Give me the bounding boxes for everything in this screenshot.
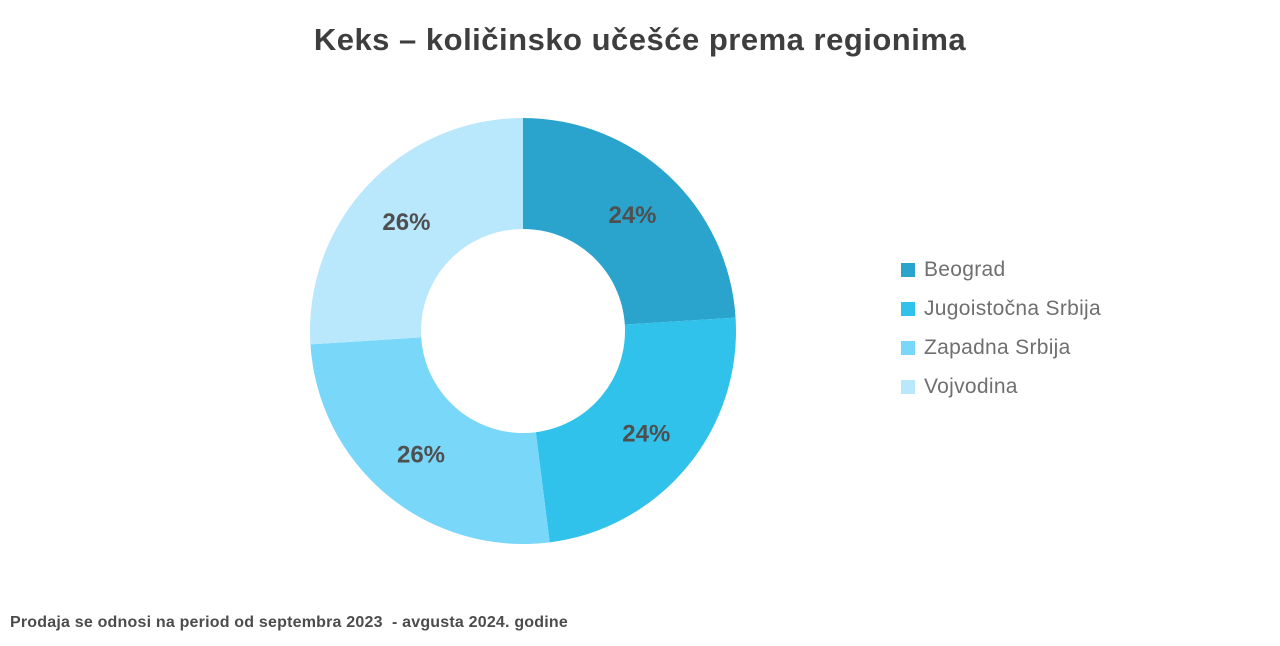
legend-swatch-icon [901,341,915,355]
donut-slice-zapadna-srbija[interactable] [310,337,550,545]
legend-item-zapadna-srbija[interactable]: Zapadna Srbija [901,336,1101,359]
slice-label-zapadna-srbija: 26% [397,442,445,469]
legend-swatch-icon [901,380,915,394]
donut-chart: 24% 24% 26% 26% [309,118,736,545]
legend-label: Beograd [924,258,1006,281]
slice-label-vojvodina: 26% [382,209,430,236]
legend-item-vojvodina[interactable]: Vojvodina [901,375,1101,398]
donut-slice-beograd[interactable] [523,118,736,325]
donut-chart-area: 24% 24% 26% 26% [303,111,743,551]
legend: Beograd Jugoistočna Srbija Zapadna Srbija V… [901,258,1101,398]
legend-label: Zapadna Srbija [924,336,1071,359]
donut-slice-jugoistocna-srbija[interactable] [535,317,736,543]
legend-swatch-icon [901,263,915,277]
chart-title: Keks – količinsko učešće prema regionima [313,22,967,57]
slice-label-beograd: 24% [608,202,656,229]
legend-swatch-icon [901,302,915,316]
footnote: Prodaja se odnosi na period od septembra… [10,614,568,631]
legend-item-beograd[interactable]: Beograd [901,258,1101,281]
legend-label: Vojvodina [924,375,1018,398]
slice-label-jugoistocna-srbija: 24% [622,420,670,447]
legend-item-jugoistocna-srbija[interactable]: Jugoistočna Srbija [901,297,1101,320]
donut-slice-vojvodina[interactable] [309,118,523,345]
legend-label: Jugoistočna Srbija [924,297,1101,320]
